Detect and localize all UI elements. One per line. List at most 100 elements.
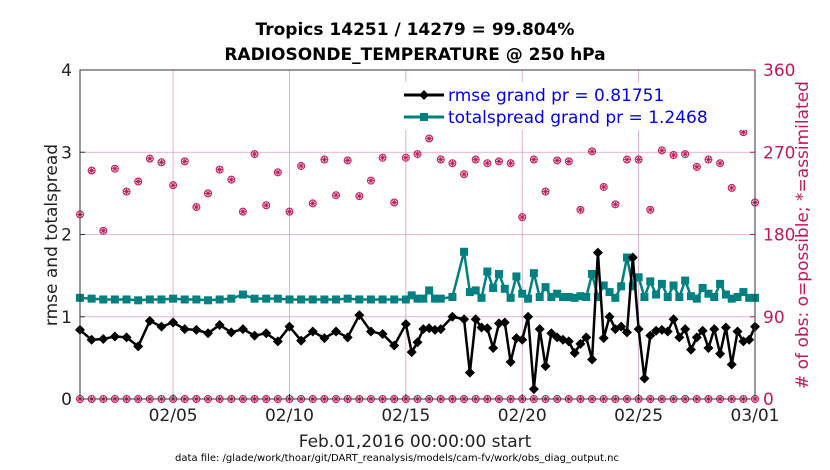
rmse-point — [575, 338, 586, 349]
obs-assimilated-marker — [519, 214, 526, 221]
rmse-point — [482, 323, 493, 334]
obs-count-point — [355, 192, 364, 201]
obs-count-point — [425, 134, 434, 143]
rmse-point — [517, 334, 528, 345]
totalspread-point — [425, 286, 434, 295]
rmse-point — [214, 319, 225, 330]
obs-assimilated-marker — [635, 156, 642, 163]
obs-count-point — [180, 157, 189, 166]
rmse-point — [133, 341, 144, 352]
obs-possible-marker — [227, 175, 236, 184]
totalspread-point — [675, 293, 684, 302]
obs-count-point — [588, 147, 597, 156]
totalspread-point — [599, 281, 608, 290]
rmse-point — [726, 359, 737, 370]
totalspread-point — [145, 295, 154, 304]
rmse-point — [191, 324, 202, 335]
obs-count-point — [192, 203, 201, 212]
obs-assimilated-marker — [193, 204, 200, 211]
obs-count-point — [553, 156, 562, 165]
obs-count-point — [134, 177, 143, 186]
totalspread-point — [692, 294, 701, 303]
obs-count-point — [460, 170, 469, 179]
totalspread-point — [192, 295, 201, 304]
obs-assimilated-marker — [426, 135, 433, 142]
rmse-point — [680, 324, 691, 335]
obs-count-point — [646, 205, 655, 214]
rmse-point — [499, 317, 510, 328]
obs-possible-marker — [553, 156, 562, 165]
rmse-point — [563, 336, 574, 347]
rmse-point — [691, 332, 702, 343]
obs-possible-marker — [564, 157, 573, 166]
obs-count-point — [518, 213, 527, 222]
totalspread-point — [471, 286, 480, 295]
obs-possible-marker — [401, 153, 410, 162]
rmse-point — [272, 336, 283, 347]
totalspread-point — [285, 295, 294, 304]
obs-assimilated-marker — [507, 160, 514, 167]
totalspread-point — [378, 295, 387, 304]
totalspread-point — [465, 288, 474, 297]
obs-possible-marker — [657, 146, 666, 155]
totalspread-point — [739, 288, 748, 297]
obs-possible-marker — [588, 147, 597, 156]
totalspread-point — [401, 295, 410, 304]
obs-assimilated-marker — [263, 202, 270, 209]
obs-assimilated-marker — [111, 165, 118, 172]
totalspread-point — [593, 293, 602, 302]
obs-possible-marker — [506, 159, 515, 168]
totalspread-point — [227, 294, 236, 303]
legend-rmse-label: rmse grand pr = 0.81751 — [448, 86, 664, 106]
rmse-point — [203, 328, 214, 339]
obs-assimilated-marker — [344, 157, 351, 164]
obs-count-point — [238, 207, 247, 216]
totalspread-point — [134, 296, 143, 305]
totalspread-point — [180, 295, 189, 304]
obs-assimilated-marker — [298, 162, 305, 169]
rmse-point — [639, 373, 650, 384]
obs-assimilated-marker — [472, 156, 479, 163]
rmse-point — [156, 321, 167, 332]
y-tick-label: 1 — [61, 308, 72, 328]
rmse-point — [633, 324, 644, 335]
rmse-point — [412, 337, 423, 348]
data-file-footnote: data file: /glade/work/thoar/git/DART_re… — [175, 453, 619, 464]
totalspread-point — [390, 295, 399, 304]
rmse-point — [662, 326, 673, 337]
obs-possible-marker — [134, 177, 143, 186]
obs-possible-marker — [716, 159, 725, 168]
rmse-point — [226, 327, 237, 338]
obs-count-point — [320, 155, 329, 164]
totalspread-point — [553, 289, 562, 298]
totalspread-point — [332, 295, 341, 304]
totalspread-point — [262, 294, 271, 303]
totalspread-point — [110, 295, 119, 304]
obs-possible-marker — [622, 155, 631, 164]
x-tick-label: 03/01 — [731, 406, 780, 426]
rmse-point — [709, 324, 720, 335]
rmse-point — [296, 335, 307, 346]
rmse-point — [354, 310, 365, 321]
chart-title-line-2: RADIOSONDE_TEMPERATURE @ 250 hPa — [224, 45, 605, 65]
y-tick-label: 4 — [61, 61, 72, 81]
obs-count-point — [611, 200, 620, 209]
rmse-point — [732, 326, 743, 337]
rmse-point — [400, 319, 411, 330]
obs-count-point — [506, 159, 515, 168]
obs-count-point — [541, 187, 550, 196]
rmse-point — [645, 330, 656, 341]
y-right-tick-label: 0 — [763, 390, 774, 410]
rmse-point — [98, 333, 109, 344]
rmse-point — [435, 324, 446, 335]
obs-assimilated-marker — [623, 156, 630, 163]
obs-count-point — [343, 156, 352, 165]
legend-box — [398, 82, 748, 130]
obs-count-point — [332, 191, 341, 200]
y-tick-label: 2 — [61, 226, 72, 246]
obs-assimilated-marker — [577, 206, 584, 213]
obs-possible-marker — [332, 191, 341, 200]
totalspread-point — [500, 284, 509, 293]
obs-count-point — [704, 155, 713, 164]
rmse-point — [598, 333, 609, 344]
